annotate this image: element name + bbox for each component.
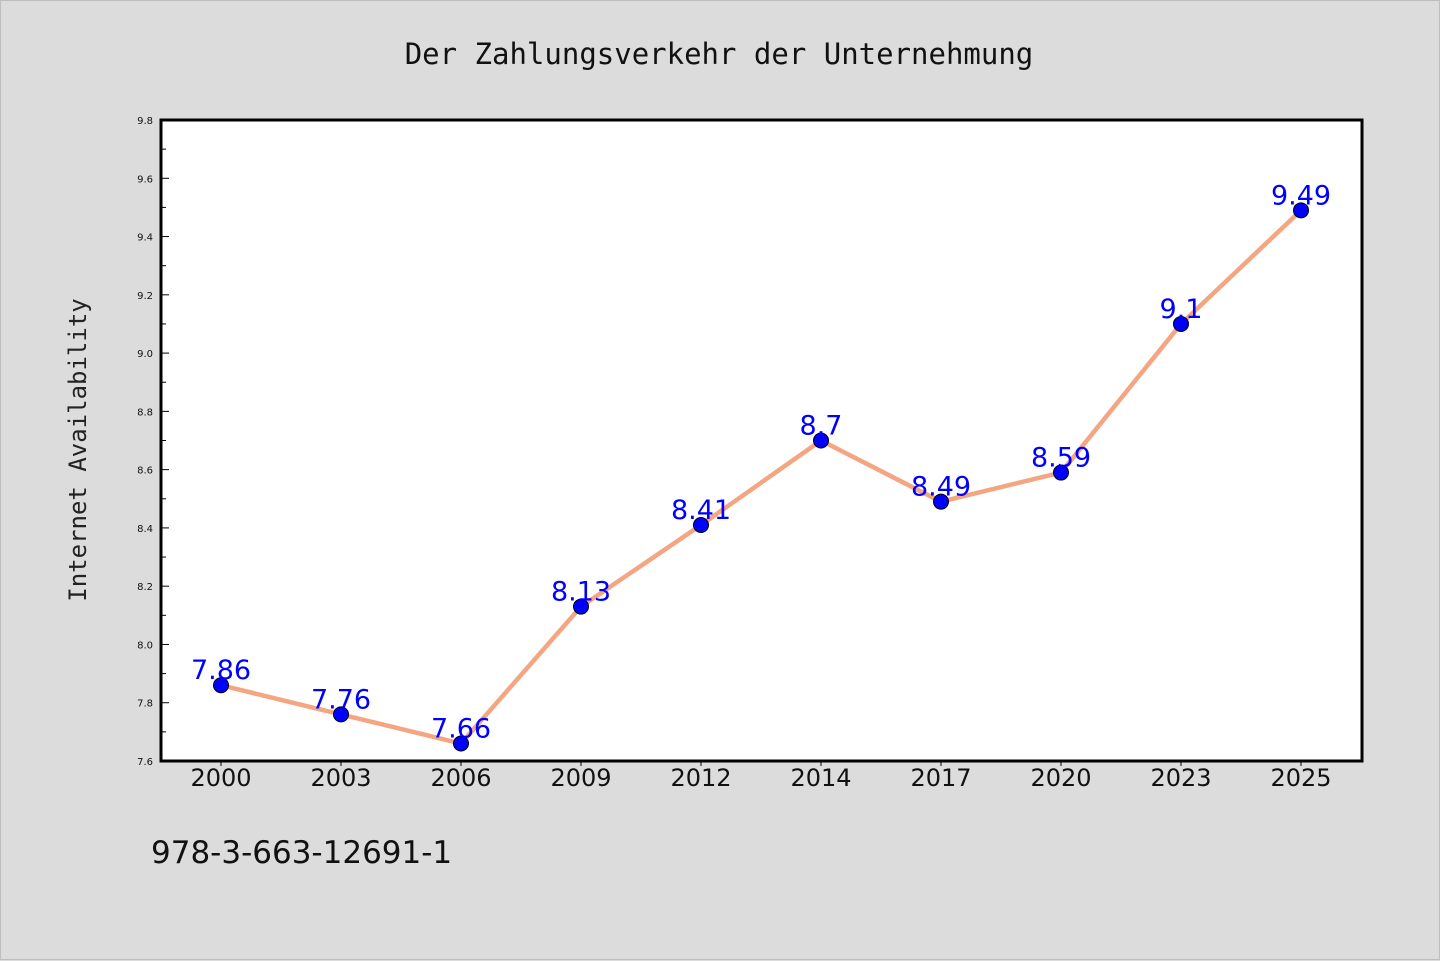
data-label: 7.76 (311, 684, 371, 715)
series-layer (213, 202, 1309, 752)
footer-isbn-text: 978-3-663-12691-1 (151, 835, 453, 871)
data-label: 7.86 (191, 655, 251, 686)
data-label: 8.59 (1031, 443, 1091, 474)
x-tick-label: 2003 (310, 764, 371, 792)
y-tick-label: 7.6 (137, 757, 153, 768)
data-point (213, 677, 229, 694)
y-axis-ticks: 7.6 7.8 8.0 8.2 8.4 8.6 8.8 9.0 9.2 9.4 9.6 9.8 (137, 116, 169, 768)
x-tick-label: 2023 (1150, 764, 1211, 792)
y-tick-label: 9.2 (137, 291, 153, 302)
y-tick-label: 9.4 (137, 233, 153, 244)
y-tick-label: 8.8 (137, 407, 153, 418)
x-axis-ticks: 2000 2003 2006 2009 2012 2014 2017 2020 2023 2025 (190, 761, 1332, 792)
y-tick-label: 9.8 (137, 116, 153, 127)
x-tick-label: 2014 (790, 764, 851, 792)
series-line (218, 208, 1304, 746)
x-tick-label: 2012 (670, 764, 731, 792)
chart-title: Der Zahlungsverkehr der Unternehmung (405, 37, 1034, 71)
data-point (1173, 315, 1189, 332)
data-point (813, 432, 829, 449)
plot-area (159, 118, 1364, 763)
data-point (693, 516, 709, 533)
data-label: 8.49 (911, 472, 971, 503)
y-tick-label: 7.8 (137, 699, 153, 710)
x-tick-label: 2009 (550, 764, 611, 792)
data-label: 8.7 (800, 411, 843, 442)
data-point (1293, 202, 1309, 219)
y-tick-label: 8.2 (137, 582, 153, 593)
data-point (453, 735, 469, 752)
x-tick-label: 2025 (1270, 764, 1331, 792)
data-label: 8.13 (551, 577, 611, 608)
data-label: 7.66 (431, 714, 491, 745)
data-label: 9.1 (1160, 294, 1203, 325)
x-tick-label: 2020 (1030, 764, 1091, 792)
data-label: 8.41 (671, 495, 731, 526)
y-tick-label: 9.0 (137, 349, 153, 360)
data-labels-layer: 7.86 7.76 7.66 8.13 8.41 8.7 8.49 8.59 9.1 9.49 (191, 180, 1331, 744)
data-label: 9.49 (1271, 180, 1331, 211)
data-point (933, 493, 949, 510)
y-tick-label: 9.6 (137, 174, 153, 185)
y-axis-label: Internet Availability (64, 298, 92, 601)
x-tick-label: 2006 (430, 764, 491, 792)
y-tick-label: 8.6 (137, 466, 153, 477)
data-point (1053, 464, 1069, 481)
x-tick-label: 2017 (910, 764, 971, 792)
data-point (333, 706, 349, 723)
y-tick-label: 8.0 (137, 640, 153, 651)
y-tick-label: 8.4 (137, 524, 153, 535)
data-point (573, 598, 589, 615)
x-tick-label: 2000 (190, 764, 251, 792)
